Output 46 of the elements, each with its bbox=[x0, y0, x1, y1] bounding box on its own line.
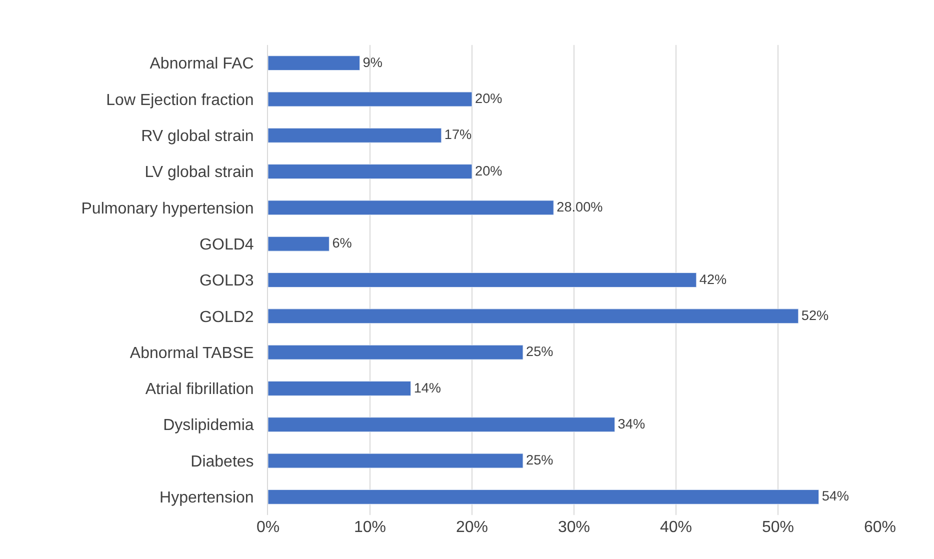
bar bbox=[268, 344, 524, 360]
data-label: 9% bbox=[362, 54, 382, 70]
data-label: 6% bbox=[332, 236, 352, 251]
data-label: 42% bbox=[699, 272, 727, 287]
data-label: 17% bbox=[444, 127, 472, 142]
data-label: 34% bbox=[618, 416, 646, 432]
y-tick-label: Dyslipidemia bbox=[163, 417, 254, 434]
x-tick-label: 0% bbox=[256, 519, 280, 536]
bar bbox=[268, 417, 616, 432]
bar bbox=[268, 92, 472, 107]
bar bbox=[268, 489, 820, 504]
x-tick-label: 20% bbox=[456, 519, 488, 536]
y-tick-label: RV global strain bbox=[141, 128, 254, 145]
y-tick-label: GOLD2 bbox=[200, 308, 254, 326]
data-label: 20% bbox=[475, 91, 502, 106]
y-tick-label: Diabetes bbox=[190, 453, 254, 470]
y-tick-label: GOLD4 bbox=[200, 236, 254, 254]
x-tick-label: 40% bbox=[660, 519, 692, 536]
data-label: 20% bbox=[475, 163, 502, 178]
y-tick-label: Low Ejection fraction bbox=[106, 92, 254, 109]
y-tick-label: LV global strain bbox=[144, 164, 254, 182]
x-tick-label: 50% bbox=[762, 519, 794, 536]
bar bbox=[268, 128, 442, 143]
bar bbox=[268, 380, 412, 396]
y-tick-label: Pulmonary hypertension bbox=[81, 200, 254, 218]
data-label: 52% bbox=[801, 308, 829, 323]
y-tick-label: Abnormal FAC bbox=[150, 56, 254, 73]
x-tick-label: 30% bbox=[558, 519, 590, 536]
y-tick-label: Atrial fibrillation bbox=[145, 381, 254, 398]
y-tick-label: Abnormal TABSE bbox=[130, 344, 254, 362]
data-label: 25% bbox=[526, 344, 554, 360]
data-label: 25% bbox=[526, 452, 554, 468]
bar bbox=[268, 200, 554, 216]
bar bbox=[268, 272, 697, 288]
bar bbox=[268, 453, 524, 468]
y-tick-label: Hypertension bbox=[160, 490, 254, 507]
data-label: 54% bbox=[822, 488, 850, 504]
data-label: 14% bbox=[414, 380, 442, 396]
y-tick-label: GOLD3 bbox=[200, 272, 254, 290]
bar bbox=[268, 308, 799, 324]
bar bbox=[268, 56, 360, 71]
x-tick-label: 60% bbox=[864, 519, 896, 536]
x-tick-label: 10% bbox=[354, 519, 386, 536]
bar bbox=[268, 236, 330, 252]
data-label: 28.00% bbox=[556, 200, 603, 215]
bar bbox=[268, 164, 472, 180]
